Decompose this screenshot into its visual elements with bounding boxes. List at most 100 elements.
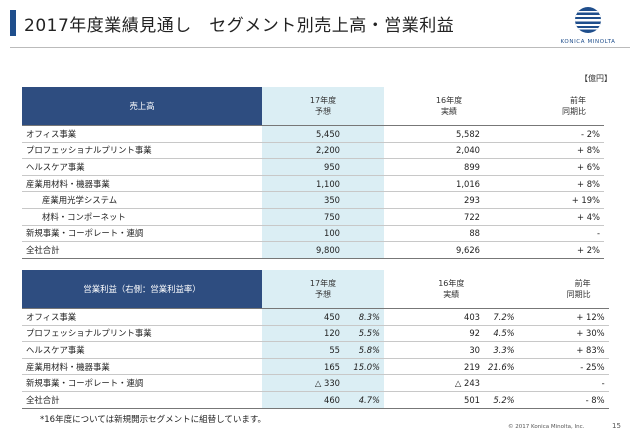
forecast-rate: 8.3% <box>344 308 384 326</box>
table-row: 材料・コンポーネット 750 722 + 4% <box>22 208 604 226</box>
total-actual-rate: 5.2% <box>484 390 519 409</box>
segment-name: ヘルスケア事業 <box>22 341 262 359</box>
sales-header-actual: 16年度 実績 <box>384 87 514 126</box>
sales-header-row: 売上高 17年度 予想 16年度 実績 前年 同期比 <box>22 87 604 126</box>
op-header-row: 営業利益（右側：営業利益率） 17年度 予想 16年度 実績 前年 同期比 <box>22 270 609 309</box>
yoy-value: + 4% <box>514 208 604 226</box>
forecast-value: △ 330 <box>262 374 344 392</box>
segment-name: オフィス事業 <box>22 125 262 143</box>
forecast-value: 1,100 <box>262 175 344 193</box>
unit-label: 【億円】 <box>580 74 612 83</box>
title-accent-bar <box>10 10 16 36</box>
page-title: 2017年度業績見通し セグメント別売上高・営業利益 <box>24 16 455 36</box>
forecast-value: 2,200 <box>262 142 344 160</box>
segment-name: 新規事業・コーポレート・連調 <box>22 374 262 392</box>
forecast-value: 450 <box>262 308 344 326</box>
yoy-value: + 19% <box>514 191 604 209</box>
yoy-value: - <box>518 374 609 392</box>
forecast-value: 5,450 <box>262 125 344 143</box>
forecast-value: 55 <box>262 341 344 359</box>
copyright: © 2017 Konica Minolta, Inc. <box>508 424 585 430</box>
footnote: *16年度については新規開示セグメントに組替しています。 <box>40 415 267 425</box>
yoy-value: + 83% <box>518 341 609 359</box>
table-row: 新規事業・コーポレート・連調 100 88 - <box>22 225 604 243</box>
forecast-value: 120 <box>262 325 344 343</box>
operating-profit-table: 営業利益（右側：営業利益率） 17年度 予想 16年度 実績 前年 同期比 オフ… <box>22 270 609 409</box>
table-row: オフィス事業 450 8.3% 403 7.2% + 12% <box>22 308 609 326</box>
table-row: プロフェッショナルプリント事業 2,200 2,040 + 8% <box>22 142 604 160</box>
header-divider <box>10 47 630 48</box>
table-row: オフィス事業 5,450 5,582 - 2% <box>22 125 604 143</box>
sales-header-label: 売上高 <box>22 87 262 126</box>
segment-name: プロフェッショナルプリント事業 <box>22 142 262 160</box>
op-header-yoy: 前年 同期比 <box>518 270 609 309</box>
forecast-rate: 5.8% <box>344 341 384 359</box>
actual-rate: 4.5% <box>484 325 519 343</box>
actual-value: △ 243 <box>384 374 484 392</box>
segment-name: 材料・コンポーネット <box>22 208 262 226</box>
table-row: ヘルスケア事業 55 5.8% 30 3.3% + 83% <box>22 341 609 359</box>
actual-rate: 3.3% <box>484 341 519 359</box>
total-forecast-value: 9,800 <box>262 241 344 259</box>
forecast-value: 350 <box>262 191 344 209</box>
yoy-value: + 6% <box>514 158 604 176</box>
actual-value: 30 <box>384 341 484 359</box>
op-header-label: 営業利益（右側：営業利益率） <box>22 270 262 309</box>
table-row: ヘルスケア事業 950 899 + 6% <box>22 158 604 176</box>
yoy-value: + 8% <box>514 142 604 160</box>
total-forecast-rate: 4.7% <box>344 390 384 409</box>
segment-name: プロフェッショナルプリント事業 <box>22 325 262 343</box>
forecast-rate: 15.0% <box>344 358 384 376</box>
segment-name: 産業用光学システム <box>22 191 262 209</box>
actual-rate: 21.6% <box>484 358 519 376</box>
actual-value: 219 <box>384 358 484 376</box>
op-total-row: 全社合計 460 4.7% 501 5.2% - 8% <box>22 390 609 409</box>
actual-value: 722 <box>384 208 484 226</box>
actual-value: 5,582 <box>384 125 484 143</box>
actual-value: 2,040 <box>384 142 484 160</box>
table-row: プロフェッショナルプリント事業 120 5.5% 92 4.5% + 30% <box>22 325 609 343</box>
table-row: 新規事業・コーポレート・連調 △ 330 △ 243 - <box>22 374 609 392</box>
total-name: 全社合計 <box>22 390 262 409</box>
total-actual-value: 9,626 <box>384 241 484 259</box>
company-logo: KONICA MINOLTA <box>548 6 628 46</box>
logo-text: KONICA MINOLTA <box>560 39 616 45</box>
segment-name: オフィス事業 <box>22 308 262 326</box>
segment-name: 産業用材料・機器事業 <box>22 175 262 193</box>
forecast-value: 750 <box>262 208 344 226</box>
yoy-value: - <box>514 225 604 243</box>
yoy-value: - 2% <box>514 125 604 143</box>
actual-value: 92 <box>384 325 484 343</box>
forecast-rate: 5.5% <box>344 325 384 343</box>
total-yoy-value: - 8% <box>518 390 609 409</box>
sales-header-yoy: 前年 同期比 <box>514 87 604 126</box>
op-header-actual: 16年度 実績 <box>384 270 519 309</box>
forecast-value: 950 <box>262 158 344 176</box>
actual-value: 88 <box>384 225 484 243</box>
yoy-value: + 30% <box>518 325 609 343</box>
title-bar: 2017年度業績見通し セグメント別売上高・営業利益 KONICA MINOLT… <box>0 0 640 50</box>
sales-header-forecast: 17年度 予想 <box>262 87 384 126</box>
page-number: 15 <box>612 422 621 430</box>
forecast-value: 100 <box>262 225 344 243</box>
segment-name: ヘルスケア事業 <box>22 158 262 176</box>
actual-rate <box>484 374 519 392</box>
yoy-value: - 25% <box>518 358 609 376</box>
actual-value: 403 <box>384 308 484 326</box>
table-row: 産業用光学システム 350 293 + 19% <box>22 191 604 209</box>
forecast-rate <box>344 374 384 392</box>
table-row: 産業用材料・機器事業 165 15.0% 219 21.6% - 25% <box>22 358 609 376</box>
table-row: 産業用材料・機器事業 1,100 1,016 + 8% <box>22 175 604 193</box>
yoy-value: + 8% <box>514 175 604 193</box>
yoy-value: + 12% <box>518 308 609 326</box>
sales-total-row: 全社合計 9,800 9,626 + 2% <box>22 241 604 259</box>
actual-value: 899 <box>384 158 484 176</box>
segment-name: 産業用材料・機器事業 <box>22 358 262 376</box>
actual-value: 293 <box>384 191 484 209</box>
segment-name: 新規事業・コーポレート・連調 <box>22 225 262 243</box>
total-yoy-value: + 2% <box>514 241 604 259</box>
sales-table: 売上高 17年度 予想 16年度 実績 前年 同期比 オフィス事業 5,450 … <box>22 87 604 259</box>
total-forecast-value: 460 <box>262 390 344 409</box>
actual-value: 1,016 <box>384 175 484 193</box>
actual-rate: 7.2% <box>484 308 519 326</box>
